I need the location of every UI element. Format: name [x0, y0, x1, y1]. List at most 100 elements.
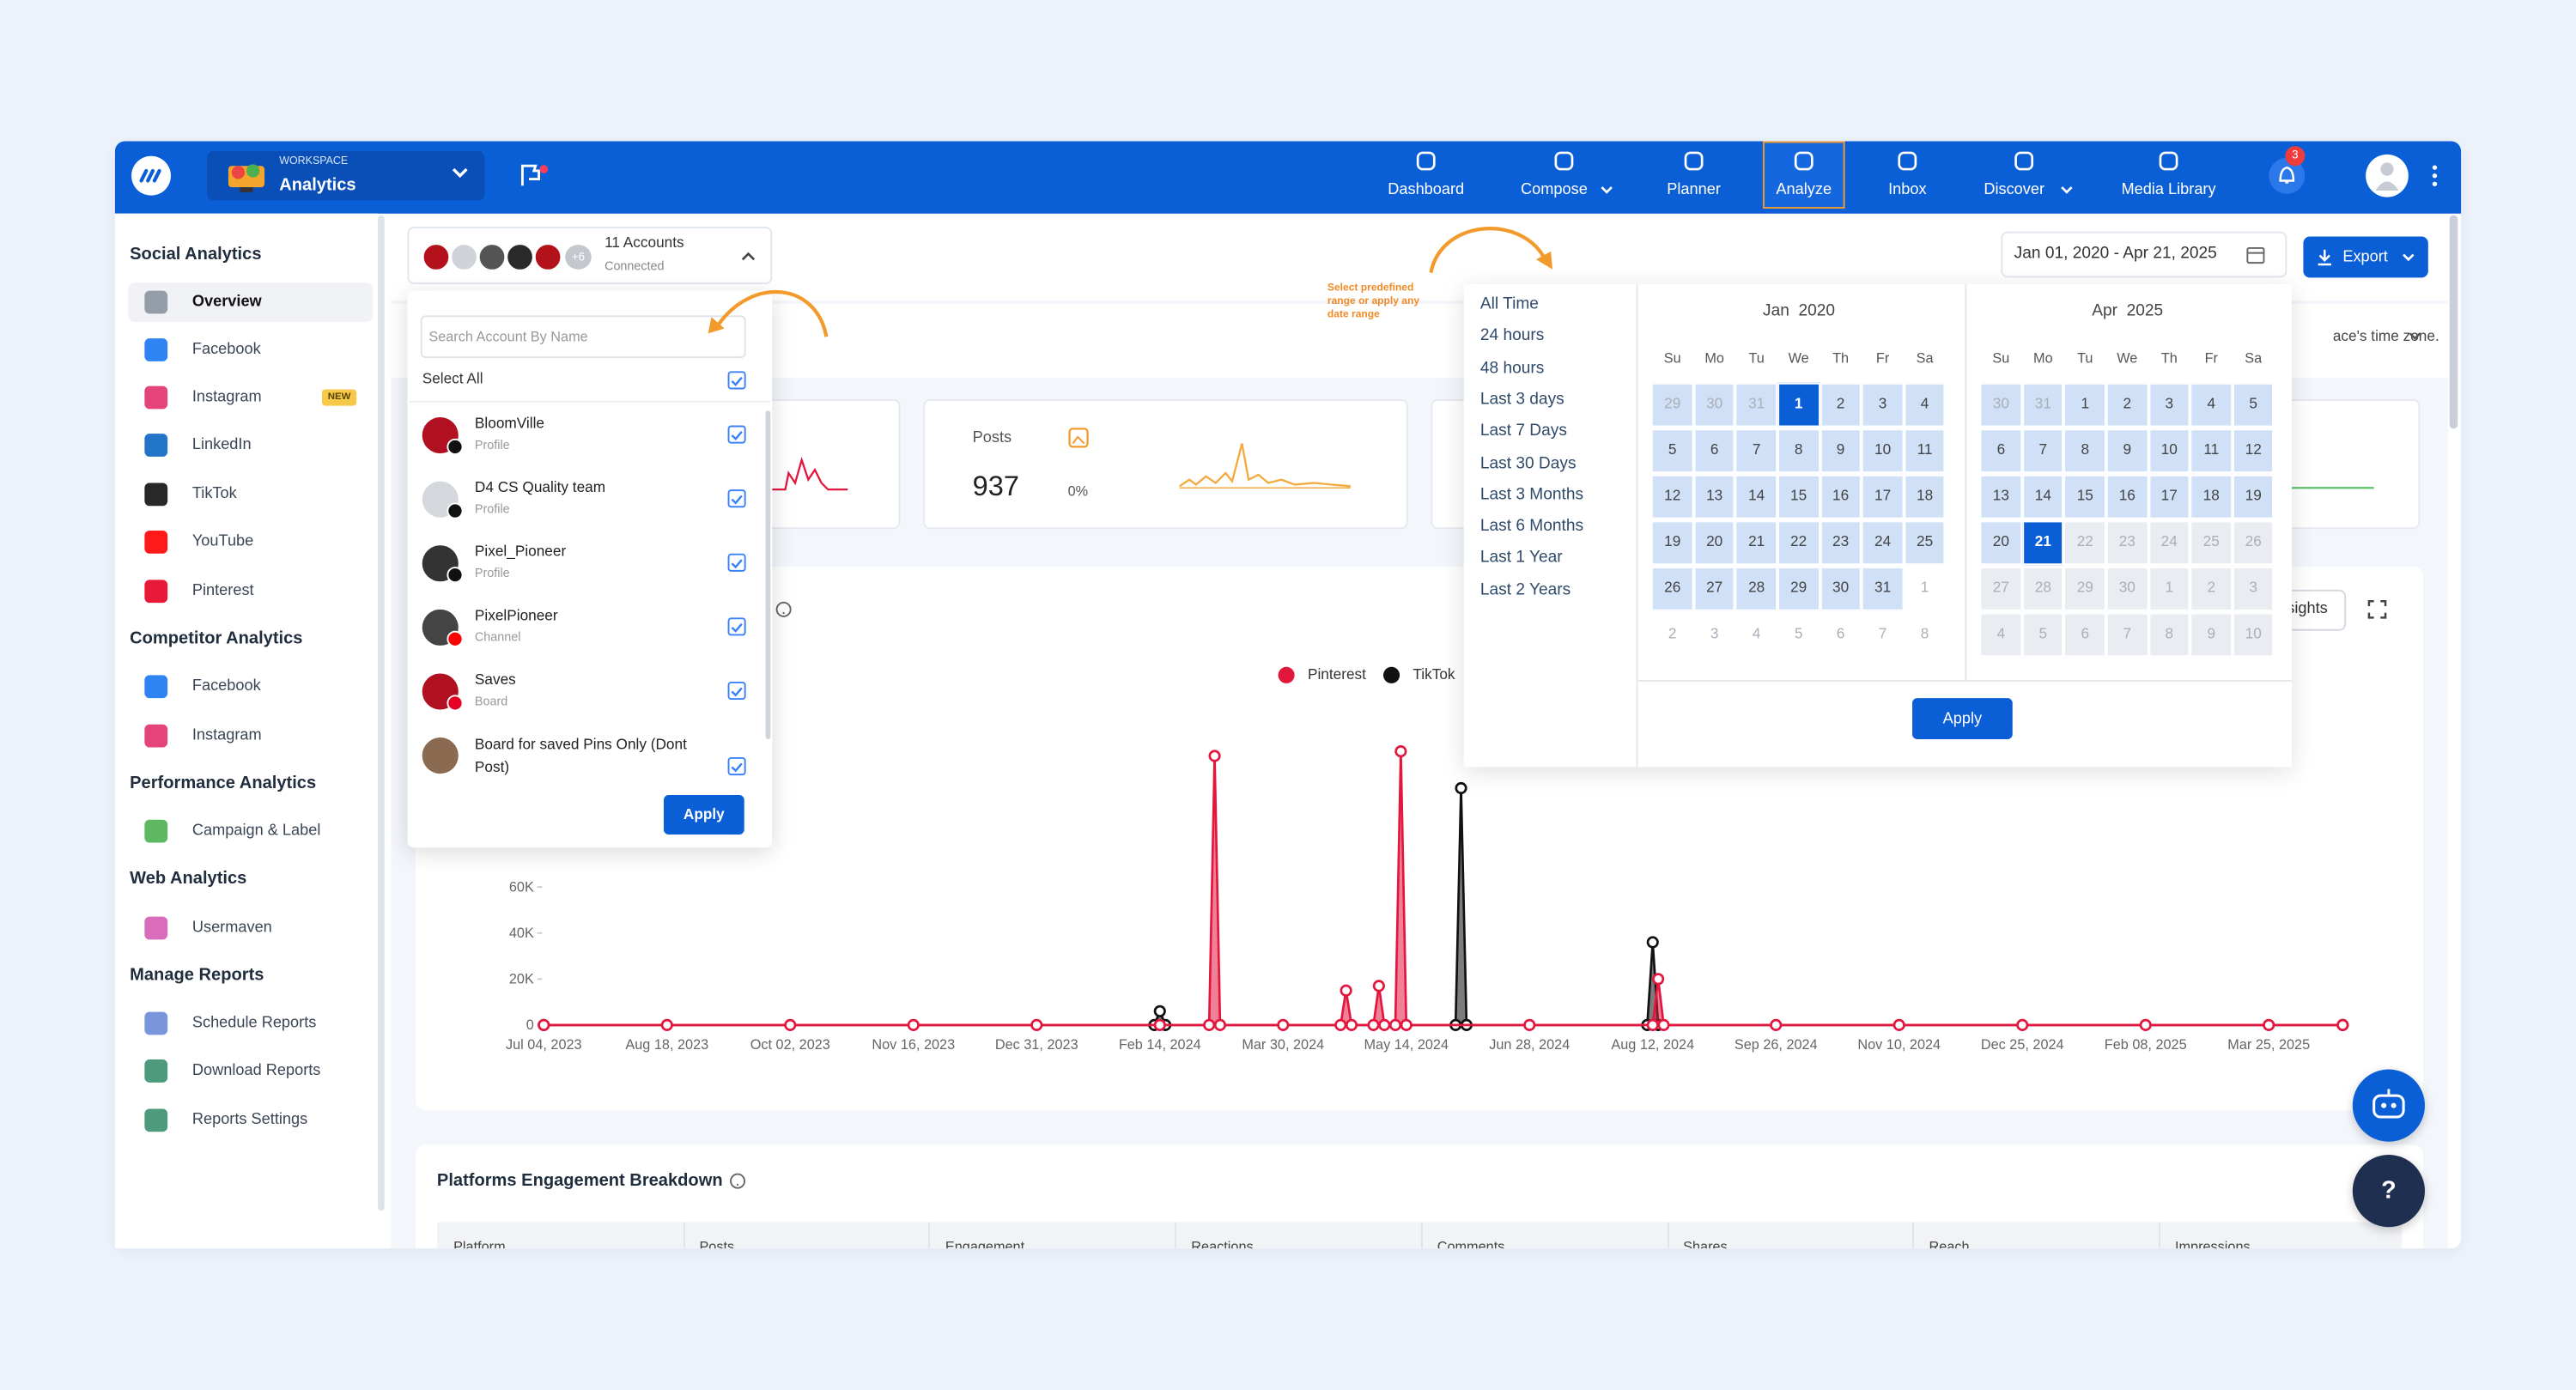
day-cell[interactable]: [2148, 428, 2190, 473]
day-cell[interactable]: [1904, 566, 1947, 610]
day-cell[interactable]: [2105, 428, 2148, 473]
day-cell[interactable]: [2232, 566, 2275, 610]
day-cell[interactable]: [2021, 381, 2064, 427]
day-cell[interactable]: [2021, 611, 2064, 657]
day-cell[interactable]: [1651, 428, 1694, 473]
day-cell[interactable]: [1777, 473, 1820, 519]
day-cell[interactable]: [1862, 428, 1905, 473]
day-cell[interactable]: [2063, 473, 2106, 519]
day-cell[interactable]: [2021, 519, 2064, 565]
day-cell[interactable]: [1735, 473, 1778, 519]
day-cell[interactable]: [1979, 381, 2022, 427]
day-cell[interactable]: [2232, 519, 2275, 565]
checkbox[interactable]: [727, 617, 746, 636]
sidebar-label: Campaign & Label: [191, 822, 321, 841]
help-button[interactable]: [2352, 1155, 2425, 1228]
sidebar-section-title: Competitor Analytics: [130, 628, 303, 649]
checkbox[interactable]: [727, 757, 746, 776]
day-cell[interactable]: [1820, 611, 1862, 657]
date-range-field[interactable]: [2001, 231, 2287, 278]
day-cell[interactable]: [2063, 428, 2106, 473]
day-cell[interactable]: [1862, 473, 1905, 519]
day-cell[interactable]: [2148, 381, 2190, 427]
day-cell[interactable]: [1862, 381, 1905, 427]
day-cell[interactable]: [1979, 566, 2022, 610]
day-cell[interactable]: [2148, 519, 2190, 565]
day-cell[interactable]: [2063, 566, 2106, 610]
day-cell[interactable]: [2105, 381, 2148, 427]
day-cell[interactable]: [1904, 428, 1947, 473]
day-cell[interactable]: [1693, 519, 1736, 565]
day-cell[interactable]: [1651, 519, 1694, 565]
checkbox[interactable]: [727, 489, 746, 508]
day-cell[interactable]: [2232, 381, 2275, 427]
day-cell[interactable]: [1777, 611, 1820, 657]
day-cell[interactable]: [2148, 473, 2190, 519]
day-cell[interactable]: [1820, 473, 1862, 519]
day-cell[interactable]: [2190, 428, 2233, 473]
day-cell[interactable]: [1904, 519, 1947, 565]
day-cell[interactable]: [1735, 566, 1778, 610]
avatar[interactable]: [2366, 154, 2409, 197]
apply-button[interactable]: [663, 795, 744, 835]
day-cell[interactable]: [2063, 519, 2106, 565]
day-cell[interactable]: [2232, 428, 2275, 473]
day-cell[interactable]: [1693, 381, 1736, 427]
day-cell[interactable]: [1651, 611, 1694, 657]
checkbox[interactable]: [727, 371, 746, 390]
day-cell[interactable]: [2232, 611, 2275, 657]
day-cell[interactable]: [1693, 473, 1736, 519]
day-cell[interactable]: [2190, 566, 2233, 610]
day-cell[interactable]: [1820, 381, 1862, 427]
day-cell[interactable]: [1820, 566, 1862, 610]
day-cell[interactable]: [1693, 428, 1736, 473]
day-cell[interactable]: [1862, 566, 1905, 610]
day-cell[interactable]: [1820, 519, 1862, 565]
checkbox[interactable]: [727, 425, 746, 444]
day-cell[interactable]: [2105, 473, 2148, 519]
day-cell[interactable]: [1651, 566, 1694, 610]
day-cell[interactable]: [2105, 566, 2148, 610]
day-cell[interactable]: [1862, 519, 1905, 565]
day-cell[interactable]: [1777, 519, 1820, 565]
column-divider: [1175, 1222, 1177, 1249]
day-cell[interactable]: [1979, 473, 2022, 519]
day-cell[interactable]: [1979, 519, 2022, 565]
day-cell[interactable]: [1862, 611, 1905, 657]
day-cell[interactable]: [2190, 611, 2233, 657]
day-cell[interactable]: [2021, 428, 2064, 473]
day-cell[interactable]: [1777, 566, 1820, 610]
checkbox[interactable]: [727, 682, 746, 701]
chatbot-button[interactable]: [2352, 1069, 2425, 1142]
day-cell[interactable]: [2190, 519, 2233, 565]
day-cell[interactable]: [1979, 611, 2022, 657]
day-cell[interactable]: [2021, 566, 2064, 610]
apply-button[interactable]: [1912, 698, 2013, 739]
day-cell[interactable]: [2063, 381, 2106, 427]
day-cell[interactable]: [1735, 381, 1778, 427]
day-cell[interactable]: [1820, 428, 1862, 473]
day-cell[interactable]: [1693, 611, 1736, 657]
day-cell[interactable]: [1735, 428, 1778, 473]
day-cell[interactable]: [1735, 519, 1778, 565]
day-cell[interactable]: [2148, 566, 2190, 610]
day-cell[interactable]: [2105, 519, 2148, 565]
day-cell[interactable]: [1904, 611, 1947, 657]
day-cell[interactable]: [1777, 428, 1820, 473]
day-cell[interactable]: [1904, 381, 1947, 427]
day-cell[interactable]: [1904, 473, 1947, 519]
day-cell[interactable]: [1651, 381, 1694, 427]
day-cell[interactable]: [1693, 566, 1736, 610]
day-cell[interactable]: [2232, 473, 2275, 519]
day-cell[interactable]: [1735, 611, 1778, 657]
day-cell[interactable]: [2105, 611, 2148, 657]
day-cell[interactable]: [2190, 473, 2233, 519]
checkbox[interactable]: [727, 553, 746, 572]
day-cell[interactable]: [2063, 611, 2106, 657]
day-cell[interactable]: [2148, 611, 2190, 657]
day-cell[interactable]: [1777, 381, 1820, 427]
day-cell[interactable]: [2190, 381, 2233, 427]
day-cell[interactable]: [1651, 473, 1694, 519]
day-cell[interactable]: [1979, 428, 2022, 473]
day-cell[interactable]: [2021, 473, 2064, 519]
